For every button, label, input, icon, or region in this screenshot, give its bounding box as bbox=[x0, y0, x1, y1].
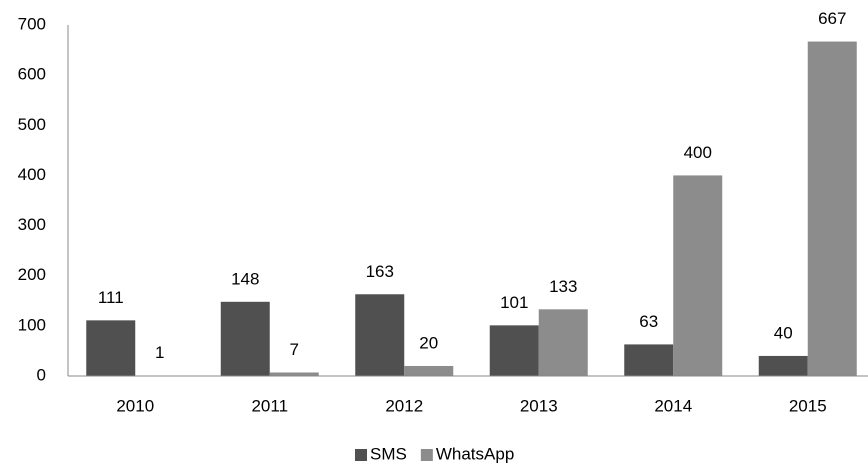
data-label: 1 bbox=[155, 343, 164, 362]
data-label: 111 bbox=[98, 288, 124, 307]
legend-label: SMS bbox=[370, 444, 407, 463]
x-tick-label: 2012 bbox=[385, 396, 423, 415]
bar bbox=[538, 309, 588, 376]
y-tick-label: 100 bbox=[18, 315, 46, 334]
bar bbox=[673, 175, 723, 376]
data-label: 40 bbox=[774, 323, 793, 342]
legend-swatch bbox=[420, 449, 433, 461]
bar bbox=[355, 294, 405, 376]
bar bbox=[404, 365, 454, 376]
bar bbox=[86, 320, 136, 376]
data-label: 400 bbox=[684, 143, 712, 162]
data-label: 148 bbox=[231, 269, 259, 288]
bar bbox=[269, 372, 319, 376]
bar bbox=[807, 41, 857, 376]
data-label: 20 bbox=[419, 333, 438, 352]
data-label: 101 bbox=[500, 293, 528, 312]
y-tick-label: 200 bbox=[18, 265, 46, 284]
y-tick-label: 500 bbox=[18, 115, 46, 134]
legend-label: WhatsApp bbox=[436, 444, 514, 463]
x-tick-label: 2011 bbox=[251, 396, 288, 415]
data-label: 63 bbox=[639, 312, 658, 331]
data-label: 667 bbox=[818, 9, 846, 28]
x-tick-label: 2010 bbox=[116, 396, 154, 415]
bar bbox=[758, 355, 808, 376]
y-tick-label: 300 bbox=[18, 215, 46, 234]
y-tick-label: 600 bbox=[18, 65, 46, 84]
x-tick-label: 2014 bbox=[654, 396, 692, 415]
y-tick-label: 700 bbox=[18, 14, 46, 33]
bar bbox=[624, 344, 674, 376]
y-tick-label: 0 bbox=[37, 365, 46, 384]
data-label: 133 bbox=[549, 277, 577, 296]
data-label: 163 bbox=[366, 262, 394, 281]
bar bbox=[489, 325, 539, 376]
x-tick-label: 2015 bbox=[789, 396, 827, 415]
y-tick-label: 400 bbox=[18, 165, 46, 184]
x-tick-label: 2013 bbox=[520, 396, 558, 415]
bar bbox=[220, 301, 270, 376]
legend-swatch bbox=[355, 449, 367, 461]
data-label: 7 bbox=[290, 340, 299, 359]
